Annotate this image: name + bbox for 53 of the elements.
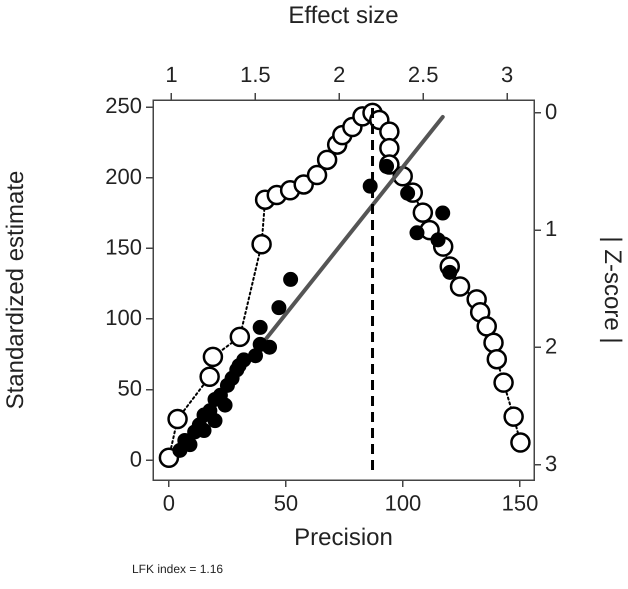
x2-tick-label: 2	[333, 62, 346, 87]
x2-tick-label: 2.5	[408, 62, 439, 87]
point	[412, 202, 434, 223]
point	[208, 413, 223, 428]
point	[199, 366, 220, 388]
point	[248, 348, 264, 364]
x2-tick-label: 1	[165, 62, 178, 87]
point	[493, 372, 514, 393]
x-tick-label: 50	[274, 490, 298, 516]
x-tick-label: 150	[502, 490, 538, 516]
point	[450, 276, 470, 297]
x2-tick-label: 1.5	[240, 62, 271, 87]
point	[158, 447, 180, 468]
point	[476, 316, 497, 337]
point	[293, 174, 314, 195]
point	[510, 432, 531, 453]
point	[230, 326, 250, 348]
point	[435, 206, 450, 221]
y2-tick-label: 0	[545, 98, 558, 124]
point	[409, 225, 424, 240]
x2-axis-title: Effect size	[288, 2, 399, 30]
y2-tick-label: 1	[545, 216, 558, 242]
point	[271, 300, 286, 316]
point	[486, 348, 508, 370]
x-axis-title: Precision	[294, 524, 393, 552]
point	[379, 121, 400, 142]
y-tick-label: 250	[105, 93, 142, 118]
point	[202, 346, 224, 368]
point	[483, 332, 504, 354]
x-tick-label: 100	[384, 490, 422, 516]
point	[262, 340, 278, 355]
point	[503, 406, 524, 427]
x2-tick-label: 3	[501, 62, 514, 87]
point	[251, 234, 272, 255]
y2-tick-label: 3	[545, 450, 558, 476]
point	[316, 150, 338, 170]
y-tick-label: 50	[118, 376, 142, 401]
y-tick-label: 200	[105, 164, 142, 189]
y-tick-label: 150	[105, 234, 142, 260]
point	[236, 352, 252, 368]
y2-axis-title: | Z-score |	[598, 236, 626, 344]
point	[218, 398, 233, 413]
y-axis-title: Standardized estimate	[2, 170, 30, 410]
point	[283, 272, 298, 287]
point	[167, 408, 188, 430]
point	[252, 320, 268, 335]
x-tick-label: 0	[162, 490, 176, 516]
y2-tick-label: 2	[545, 334, 558, 359]
y-tick-label: 100	[105, 305, 142, 330]
y-tick-label: 0	[130, 446, 142, 472]
point	[379, 138, 400, 158]
text: LFK index = 1.16	[132, 562, 224, 576]
point	[306, 164, 328, 186]
